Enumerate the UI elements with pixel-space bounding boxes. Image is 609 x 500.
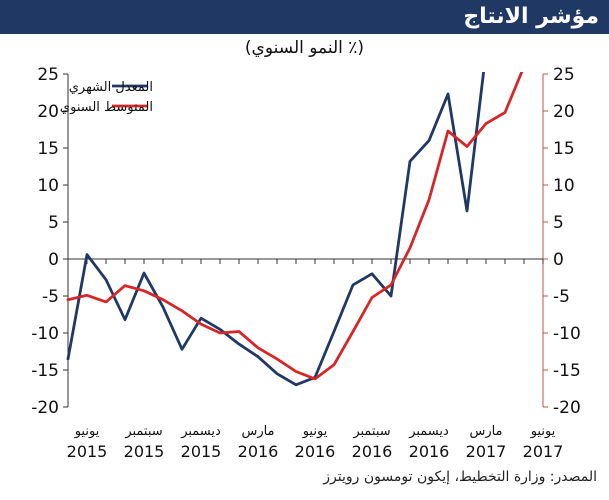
y-tick-label-right: 25 — [553, 65, 575, 85]
y-tick-label-right: 10 — [553, 176, 575, 196]
series-line-1 — [66, 72, 524, 381]
y-tick-label-left: -5 — [42, 287, 59, 307]
y-tick-label-left: 25 — [37, 65, 59, 85]
y-tick-label-right: -15 — [553, 361, 581, 381]
chart-title: مؤشر الانتاج — [463, 4, 599, 29]
x-tick-label-month: ديسمبر — [408, 424, 449, 439]
x-tick-label-year: 2015 — [124, 442, 165, 461]
y-tick-label-right: 15 — [553, 139, 575, 159]
y-tick-label-right: -10 — [553, 324, 581, 344]
y-tick-label-right: 5 — [553, 213, 564, 233]
x-tick-label-year: 2015 — [67, 442, 108, 461]
y-tick-label-right: -5 — [553, 287, 570, 307]
source-note: المصدر: وزارة التخطيط، إيكون تومسون رويت… — [323, 469, 597, 485]
x-tick-label-year: 2017 — [523, 442, 564, 461]
y-tick-label-right: 20 — [553, 102, 575, 122]
x-tick-label-month: ديسمبر — [180, 424, 221, 439]
legend-label-1: المتوسط السنوي — [60, 100, 153, 115]
y-tick-label-left: 20 — [37, 102, 59, 122]
y-tick-label-right: -20 — [553, 398, 581, 418]
y-tick-label-left: -10 — [31, 324, 59, 344]
y-tick-label-left: 15 — [37, 139, 59, 159]
x-tick-label-year: 2016 — [409, 442, 450, 461]
series-line-0 — [66, 72, 485, 387]
series-group — [66, 72, 524, 387]
y-tick-label-left: 10 — [37, 176, 59, 196]
x-tick-label-year: 2017 — [466, 442, 507, 461]
title-bar: مؤشر الانتاج — [0, 0, 609, 34]
x-tick-label-month: يونيو — [530, 424, 556, 439]
x-tick-label-month: مارس — [469, 424, 502, 439]
x-tick-label-month: سبتمبر — [124, 424, 162, 439]
y-tick-label-right: 0 — [553, 250, 564, 270]
x-tick-label-month: يونيو — [302, 424, 328, 439]
x-tick-label-year: 2015 — [181, 442, 222, 461]
chart-subtitle: (٪ النمو السنوي) — [244, 38, 365, 58]
x-tick-label-year: 2016 — [295, 442, 336, 461]
y-tick-label-left: 5 — [48, 213, 59, 233]
y-tick-label-left: -15 — [31, 361, 59, 381]
x-tick-label-month: مارس — [241, 424, 274, 439]
x-tick-label-year: 2016 — [352, 442, 393, 461]
y-tick-label-left: 0 — [48, 250, 59, 270]
y-tick-label-left: -20 — [31, 398, 59, 418]
x-tick-label-year: 2016 — [238, 442, 279, 461]
x-tick-label-month: سبتمبر — [352, 424, 390, 439]
legend-label-0: المعدل الشهري — [69, 80, 153, 95]
x-tick-label-month: يونيو — [74, 424, 100, 439]
